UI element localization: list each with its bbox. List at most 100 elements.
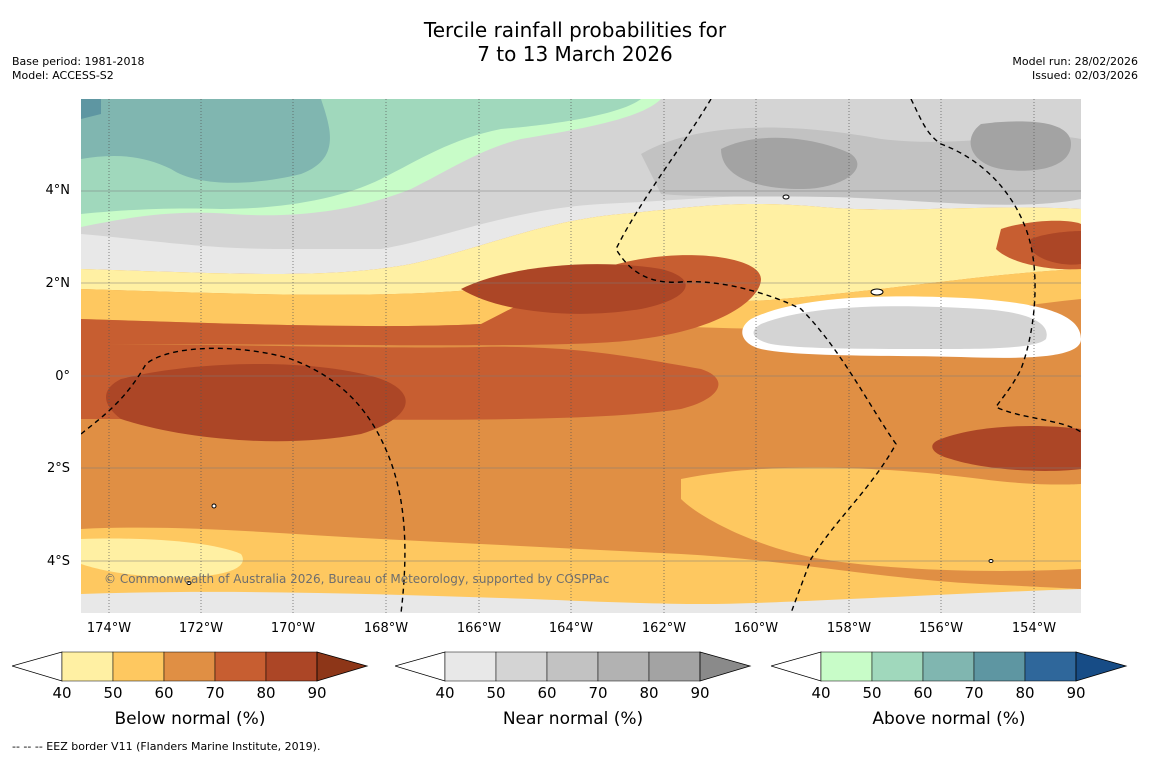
lon-label-162w: 162°W [641,621,687,636]
colorbar-above-svg [769,651,1128,682]
eez-border-central [615,99,897,613]
colorbar-below-normal [10,651,372,687]
colorbar-near-title: Near normal (%) [502,709,644,729]
map-canvas [81,99,1081,613]
cb-near-max-arrow [699,651,752,682]
cb-below-40-50 [61,651,114,682]
cb-below-60-70 [163,651,216,682]
island-c [211,503,217,509]
lon-label-166w: 166°W [456,621,502,636]
cb-above-40-50 [820,651,873,682]
eez-footnote: -- -- -- EEZ border V11 (Flanders Marine… [12,740,321,753]
island-a [870,288,884,296]
region-above-70-80 [81,99,101,119]
issued-date: Issued: 02/03/2026 [1031,69,1138,82]
probability-map [81,99,1081,613]
model-name: Model: ACCESS-S2 [12,69,114,82]
lat-label-4n: 4°N [45,183,71,198]
meta-right: Model run: 28/02/2026 Issued: 02/03/2026 [1012,55,1138,83]
lat-label-4s: 4°S [46,554,70,569]
cb-tick: 60 [913,684,933,702]
eez-borders [81,99,1081,613]
colorbar-below-title: Below normal (%) [114,709,266,729]
region-near-80-90 [970,121,1071,171]
cb-tick: 80 [1015,684,1035,702]
lon-label-158w: 158°W [826,621,872,636]
island-d [186,581,192,585]
region-above-60-70 [81,99,330,183]
title-line-1: Tercile rainfall probabilities for [423,18,727,42]
cb-above-70-80 [973,651,1026,682]
cb-tick: 70 [588,684,608,702]
cb-tick: 40 [435,684,455,702]
cb-tick: 80 [639,684,659,702]
eez-border-west [81,347,406,613]
region-near-40-50-b [81,589,1081,613]
title-line-2: 7 to 13 March 2026 [477,42,673,66]
cb-tick: 50 [103,684,123,702]
cb-near-40-50 [444,651,497,682]
region-below-80-90 [461,264,686,314]
graticule [81,190,1081,562]
region-below-80-90-d [1031,231,1081,265]
colorbar-above-title: Above normal (%) [872,709,1026,729]
cb-above-50-60 [871,651,924,682]
cb-tick: 40 [52,684,72,702]
base-period: Base period: 1981-2018 [12,55,145,68]
cb-near-50-60 [495,651,548,682]
colorbar-near-svg [393,651,752,682]
region-near-80-90-b [721,137,858,189]
map-title: Tercile rainfall probabilities for 7 to … [0,18,1150,66]
copyright-watermark: © Commonwealth of Australia 2026, Bureau… [104,572,610,586]
lat-label-2s: 2°S [46,461,70,476]
cb-near-60-70 [546,651,599,682]
colorbar-above-normal [769,651,1131,687]
lat-label-2n: 2°N [45,276,71,291]
lon-label-156w: 156°W [918,621,964,636]
region-below-40-50-b [81,538,243,578]
cb-below-min-arrow [10,651,63,682]
region-below-40-50 [81,204,1081,302]
region-below-50-60-c [81,527,1081,613]
cb-above-60-70 [922,651,975,682]
colorbar-below-svg [10,651,369,682]
lon-label-170w: 170°W [270,621,316,636]
cb-tick: 90 [307,684,327,702]
lon-label-164w: 164°W [548,621,594,636]
colorbar-near-normal [393,651,755,687]
lon-label-154w: 154°W [1011,621,1057,636]
lat-label-0: 0° [55,369,70,384]
cb-below-max-arrow [316,651,369,682]
model-run: Model run: 28/02/2026 [1012,55,1138,68]
cb-below-50-60 [112,651,165,682]
cb-tick: 90 [690,684,710,702]
lon-label-160w: 160°W [733,621,779,636]
region-below-50-60-b [681,467,1081,571]
eez-border-east [910,99,1081,433]
cb-below-80-90 [265,651,318,682]
cb-above-min-arrow [769,651,822,682]
island-b [782,194,790,200]
cb-tick: 80 [256,684,276,702]
cb-tick: 60 [154,684,174,702]
cb-tick: 70 [205,684,225,702]
cb-near-80-90 [648,651,701,682]
lon-label-172w: 172°W [178,621,224,636]
islands [186,194,994,585]
meta-left: Base period: 1981-2018 Model: ACCESS-S2 [12,55,144,83]
cb-tick: 50 [862,684,882,702]
cb-near-70-80 [597,651,650,682]
cb-near-min-arrow [393,651,446,682]
region-below-80-90-b [106,364,406,442]
region-below-80-90-c [932,426,1081,471]
cb-below-70-80 [214,651,267,682]
lon-label-168w: 168°W [363,621,409,636]
cb-tick: 90 [1066,684,1086,702]
cb-tick: 40 [811,684,831,702]
island-e [988,559,994,563]
cb-above-max-arrow [1075,651,1128,682]
cb-tick: 50 [486,684,506,702]
cb-tick: 70 [964,684,984,702]
cb-above-80-90 [1024,651,1077,682]
lon-label-174w: 174°W [86,621,132,636]
